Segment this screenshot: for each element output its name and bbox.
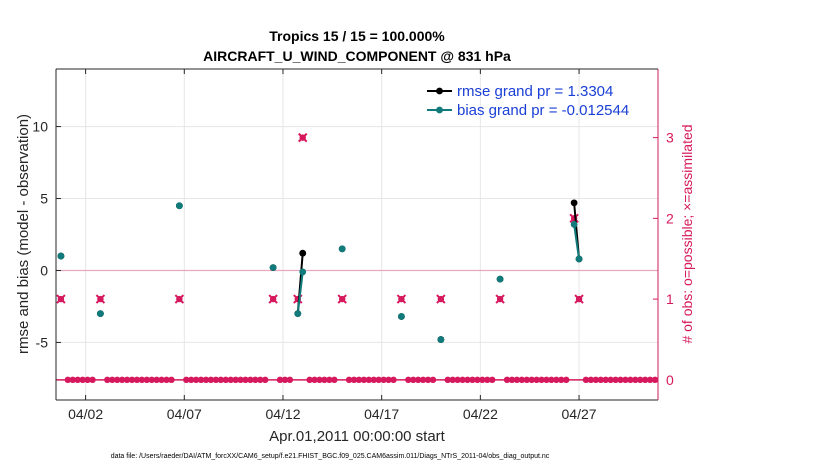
obs-assimilated-marker bbox=[298, 132, 308, 143]
y-tick-label: 0 bbox=[40, 262, 48, 278]
x-tick-label: 04/27 bbox=[562, 406, 597, 422]
obs-assimilated-marker bbox=[174, 294, 185, 304]
x-tick-label: 04/07 bbox=[167, 406, 202, 422]
bias-point bbox=[338, 245, 346, 253]
y-tick-label: 10 bbox=[32, 119, 48, 135]
y2-tick-label: 1 bbox=[666, 291, 674, 307]
obs-assimilated-marker bbox=[574, 294, 584, 304]
rmse-point bbox=[299, 249, 307, 257]
axes bbox=[55, 68, 659, 401]
y2-tick-label: 0 bbox=[666, 372, 674, 388]
x-tick-label: 04/02 bbox=[68, 406, 103, 422]
obs-assimilated-marker bbox=[436, 294, 446, 304]
bias-line bbox=[573, 224, 581, 260]
bias-point bbox=[97, 310, 104, 318]
data-file-footnote: data file: /Users/raeder/DAI/ATM_forcXX/… bbox=[111, 453, 550, 460]
bias-point bbox=[437, 336, 445, 343]
bias-point bbox=[570, 221, 578, 228]
y-tick-label: 5 bbox=[40, 191, 48, 207]
obs-assimilated-marker bbox=[56, 294, 66, 304]
bias-point bbox=[496, 275, 504, 283]
legend-entry-rmse-marker bbox=[436, 87, 443, 95]
bias-point bbox=[575, 255, 583, 263]
plot-area bbox=[56, 69, 658, 400]
bias-point bbox=[299, 268, 307, 276]
chart-title-line2: AIRCRAFT_U_WIND_COMPONENT @ 831 hPa bbox=[203, 48, 511, 64]
y2-tick-label: 2 bbox=[666, 210, 674, 226]
legend: rmse grand pr = 1.3304 bias grand pr = -0… bbox=[427, 83, 629, 119]
y-axis-label: rmse and bias (model - observation) bbox=[15, 114, 32, 354]
bias-point bbox=[398, 313, 405, 320]
bias-point bbox=[175, 202, 183, 210]
bias-line bbox=[296, 271, 304, 314]
obs-assimilated-marker bbox=[495, 294, 505, 304]
x-tick-label: 04/22 bbox=[463, 406, 498, 422]
obs-assimilated-marker bbox=[268, 294, 278, 304]
x-tick-label: 04/12 bbox=[265, 406, 300, 422]
bias-point bbox=[269, 264, 277, 271]
y-tick-label: -5 bbox=[36, 334, 49, 350]
tick-labels: 04/02 04/07 04/12 04/17 04/22 04/27 -5 0 5 10 0 1 2 3 bbox=[32, 119, 674, 422]
rmse-point bbox=[570, 199, 578, 207]
x-tick-label: 04/17 bbox=[364, 406, 399, 422]
legend-entry-rmse-label: rmse grand pr = 1.3304 bbox=[457, 83, 613, 100]
legend-entry-bias-label: bias grand pr = -0.012544 bbox=[457, 102, 629, 119]
y2-axis-label: # of obs: o=possible; ×=assimilated bbox=[679, 124, 695, 343]
obs-assimilated-marker bbox=[569, 213, 579, 224]
bias-point bbox=[294, 310, 302, 318]
chart-title-line1: Tropics 15 / 15 = 100.000% bbox=[269, 28, 445, 44]
obs-assimilated-marker bbox=[95, 294, 106, 304]
legend-entry-bias-marker bbox=[436, 106, 443, 114]
x-axis-label: Apr.01,2011 00:00:00 start bbox=[269, 428, 446, 445]
y2-tick-label: 3 bbox=[666, 130, 674, 146]
bias-point bbox=[57, 252, 65, 260]
obs-assimilated-marker bbox=[337, 294, 347, 304]
data-marks bbox=[56, 132, 659, 384]
obs-assimilated-marker bbox=[396, 294, 407, 304]
